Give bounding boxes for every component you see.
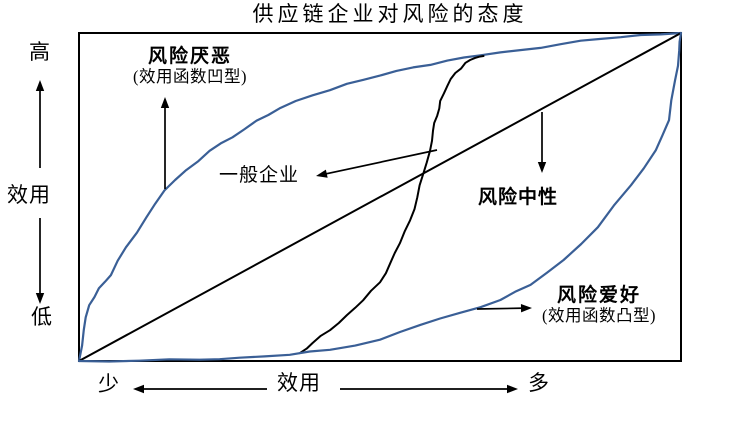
plot-border: [78, 32, 682, 362]
x-axis-many-label: 多: [528, 371, 549, 395]
y-axis-down-arrow-head: [35, 293, 45, 304]
annotation-risk-neutral: 风险中性: [478, 187, 559, 208]
risk-averse-pointer-arrow-head: [160, 97, 170, 108]
x-axis-title: 效用: [277, 371, 321, 395]
curve-general: [298, 55, 485, 355]
y-axis-up-arrow-head: [35, 80, 45, 91]
risk-averse-sublabel: (效用函数凹型): [133, 66, 247, 86]
risk-loving-pointer-arrow-head: [520, 304, 532, 313]
curve-risk-averse: [77, 31, 683, 363]
risk-neutral-pointer-arrow-head: [537, 162, 547, 173]
risk-loving-sublabel: (效用函数凸型): [542, 305, 656, 325]
general-pointer-arrow: [323, 149, 438, 176]
x-axis-few-label: 少: [98, 372, 119, 396]
risk-loving-pointer-arrow: [476, 307, 525, 310]
curve-risk-neutral: [78, 32, 682, 362]
curve-risk-loving: [77, 31, 683, 363]
risk-averse-label: 风险厌恶: [147, 46, 232, 67]
y-axis-title: 效用: [7, 183, 51, 207]
general-pointer-arrow-head: [316, 169, 328, 178]
x-axis-left-arrow-head: [133, 384, 144, 394]
y-axis-low-label: 低: [31, 305, 52, 329]
annotation-risk-averse: 风险厌恶 (效用函数凹型): [114, 46, 266, 86]
risk-loving-label: 风险爱好: [556, 285, 641, 306]
figure-title: 供应链企业对风险的态度: [252, 2, 528, 26]
annotation-general-enterprise: 一般企业: [219, 165, 300, 186]
annotation-risk-loving: 风险爱好 (效用函数凸型): [524, 285, 674, 325]
x-axis-right-arrow-head: [507, 384, 518, 394]
y-axis-high-label: 高: [29, 40, 50, 64]
